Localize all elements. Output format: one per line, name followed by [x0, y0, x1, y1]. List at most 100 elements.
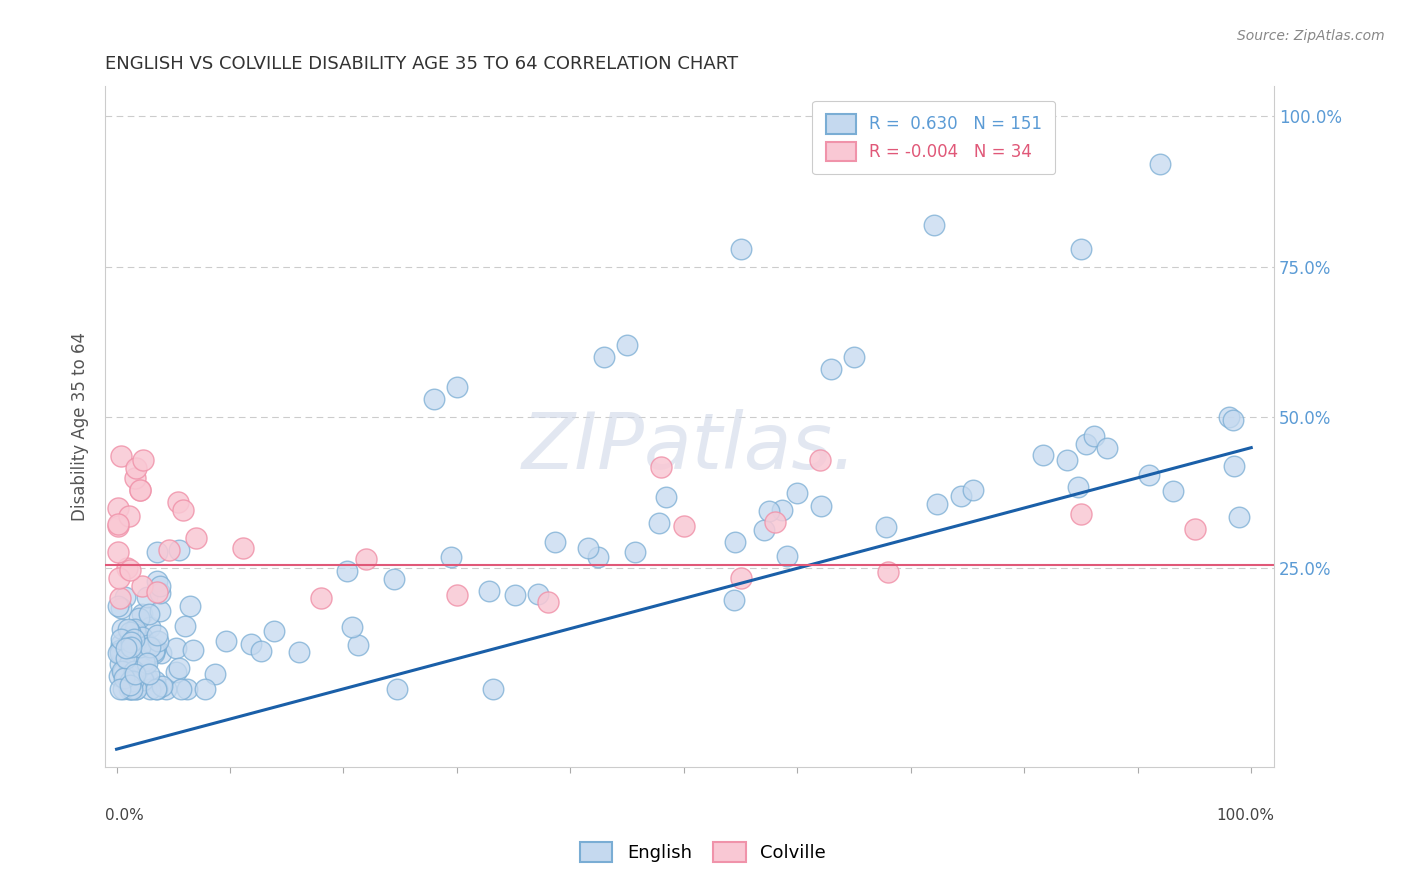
Point	[122, 673, 145, 688]
Point	[107, 516, 129, 531]
Point	[758, 504, 780, 518]
Point	[184, 531, 207, 545]
Point	[169, 660, 191, 674]
Point	[170, 681, 193, 696]
Point	[145, 681, 167, 696]
Point	[169, 542, 191, 557]
Point	[110, 449, 132, 463]
Point	[249, 643, 271, 657]
Point	[204, 666, 226, 681]
Point	[131, 664, 153, 678]
Point	[1074, 437, 1097, 451]
Point	[129, 646, 152, 660]
Point	[129, 483, 152, 497]
Point	[122, 639, 145, 653]
Point	[149, 603, 172, 617]
Point	[544, 535, 567, 549]
Point	[122, 632, 145, 647]
Point	[650, 460, 672, 475]
Text: 100.0%: 100.0%	[1216, 808, 1274, 823]
Point	[121, 632, 143, 646]
Point	[346, 638, 368, 652]
Point	[108, 657, 131, 671]
Point	[576, 541, 599, 556]
Point	[446, 380, 468, 394]
Point	[112, 665, 135, 679]
Point	[232, 541, 254, 556]
Point	[124, 461, 146, 475]
Point	[114, 590, 136, 604]
Point	[808, 453, 831, 467]
Point	[111, 665, 134, 679]
Point	[775, 549, 797, 564]
Point	[752, 523, 775, 537]
Point	[134, 657, 156, 671]
Point	[132, 673, 155, 687]
Point	[1095, 441, 1118, 455]
Point	[724, 535, 747, 549]
Point	[124, 622, 146, 636]
Point	[440, 550, 463, 565]
Point	[1067, 480, 1090, 494]
Point	[108, 571, 131, 585]
Point	[129, 640, 152, 655]
Point	[382, 573, 405, 587]
Point	[139, 640, 162, 654]
Point	[1070, 507, 1092, 521]
Point	[155, 681, 177, 696]
Point	[763, 515, 786, 529]
Point	[820, 362, 842, 376]
Point	[132, 654, 155, 668]
Point	[962, 483, 984, 498]
Text: Source: ZipAtlas.com: Source: ZipAtlas.com	[1237, 29, 1385, 43]
Legend: R =  0.630   N = 151, R = -0.004   N = 34: R = 0.630 N = 151, R = -0.004 N = 34	[813, 101, 1056, 175]
Point	[118, 665, 141, 680]
Point	[120, 640, 142, 654]
Point	[423, 392, 446, 407]
Point	[110, 637, 132, 651]
Point	[107, 500, 129, 515]
Point	[263, 624, 285, 639]
Point	[122, 665, 145, 679]
Point	[927, 497, 949, 511]
Text: ENGLISH VS COLVILLE DISABILITY AGE 35 TO 64 CORRELATION CHART: ENGLISH VS COLVILLE DISABILITY AGE 35 TO…	[105, 55, 738, 73]
Point	[167, 495, 190, 509]
Point	[138, 667, 160, 681]
Point	[624, 544, 647, 558]
Point	[110, 647, 132, 661]
Point	[1070, 242, 1092, 256]
Y-axis label: Disability Age 35 to 64: Disability Age 35 to 64	[72, 332, 89, 521]
Point	[770, 503, 793, 517]
Point	[503, 588, 526, 602]
Point	[723, 592, 745, 607]
Point	[136, 638, 159, 652]
Text: ZIPatlas.: ZIPatlas.	[522, 409, 858, 485]
Point	[1137, 467, 1160, 482]
Point	[616, 338, 638, 352]
Point	[1083, 428, 1105, 442]
Point	[112, 671, 135, 685]
Point	[655, 490, 678, 504]
Point	[146, 681, 169, 696]
Point	[172, 503, 194, 517]
Point	[139, 620, 162, 634]
Point	[135, 656, 157, 670]
Point	[134, 673, 156, 688]
Point	[128, 644, 150, 658]
Point	[527, 587, 550, 601]
Point	[875, 520, 897, 534]
Point	[118, 563, 141, 577]
Point	[118, 677, 141, 691]
Point	[115, 641, 138, 656]
Point	[132, 635, 155, 649]
Point	[194, 681, 217, 696]
Point	[340, 620, 363, 634]
Point	[150, 646, 173, 660]
Point	[588, 550, 610, 565]
Point	[118, 624, 141, 639]
Point	[309, 591, 332, 606]
Point	[108, 681, 131, 696]
Point	[146, 634, 169, 648]
Point	[143, 646, 166, 660]
Point	[132, 453, 155, 467]
